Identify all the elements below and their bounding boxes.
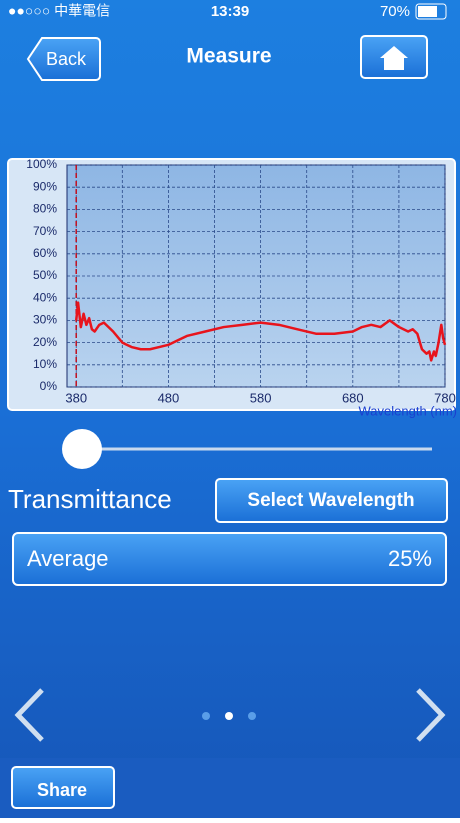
prev-arrow[interactable]: [14, 688, 44, 742]
average-row: [12, 532, 447, 586]
y-tick-label: 80%: [33, 202, 57, 216]
next-arrow[interactable]: [416, 688, 446, 742]
y-tick-label: 100%: [26, 157, 57, 171]
back-button[interactable]: [26, 37, 101, 81]
share-label[interactable]: Share: [37, 780, 87, 800]
y-tick-label: 10%: [33, 357, 57, 371]
x-tick-label: 580: [250, 390, 272, 405]
average-value: 25%: [388, 546, 432, 571]
y-tick-label: 20%: [33, 335, 57, 349]
x-tick-label: 780: [434, 390, 456, 405]
time: 13:39: [211, 3, 249, 20]
x-tick-label: 680: [342, 390, 364, 405]
y-tick-label: 30%: [33, 313, 57, 327]
y-tick-label: 40%: [33, 290, 57, 304]
y-tick-label: 60%: [33, 246, 57, 260]
nav-title: Measure: [186, 45, 271, 68]
y-tick-label: 70%: [33, 224, 57, 238]
slider-knob[interactable]: [62, 429, 102, 469]
page-dot: [202, 712, 210, 720]
share-button[interactable]: [11, 766, 115, 809]
y-tick-label: 0%: [40, 379, 58, 393]
y-tick-label: 50%: [33, 268, 57, 282]
carrier: ●●○○○ 中華電信: [8, 3, 110, 19]
x-axis-label: Wavelength (nm): [359, 403, 458, 418]
select-wavelength-label[interactable]: Select Wavelength: [247, 490, 414, 511]
select-wavelength-button[interactable]: [215, 478, 448, 523]
page-dot: [248, 712, 256, 720]
home-icon[interactable]: [380, 46, 408, 70]
average-label: Average: [27, 546, 109, 571]
x-tick-label: 480: [158, 390, 180, 405]
series-line: [74, 301, 447, 362]
chart: 0% 10% 20% 30% 40% 50% 60% 70% 80% 90% 100% 380 480 5…: [26, 157, 457, 418]
battery-icon: [415, 3, 447, 20]
battery-text: 70%: [380, 3, 410, 20]
x-tick-label: 380: [65, 390, 87, 405]
battery-level: [418, 6, 437, 17]
y-tick-label: 90%: [33, 179, 57, 193]
back-label[interactable]: Back: [46, 49, 87, 69]
mode-label: Transmittance: [8, 484, 172, 514]
page-dot-active: [225, 712, 233, 720]
